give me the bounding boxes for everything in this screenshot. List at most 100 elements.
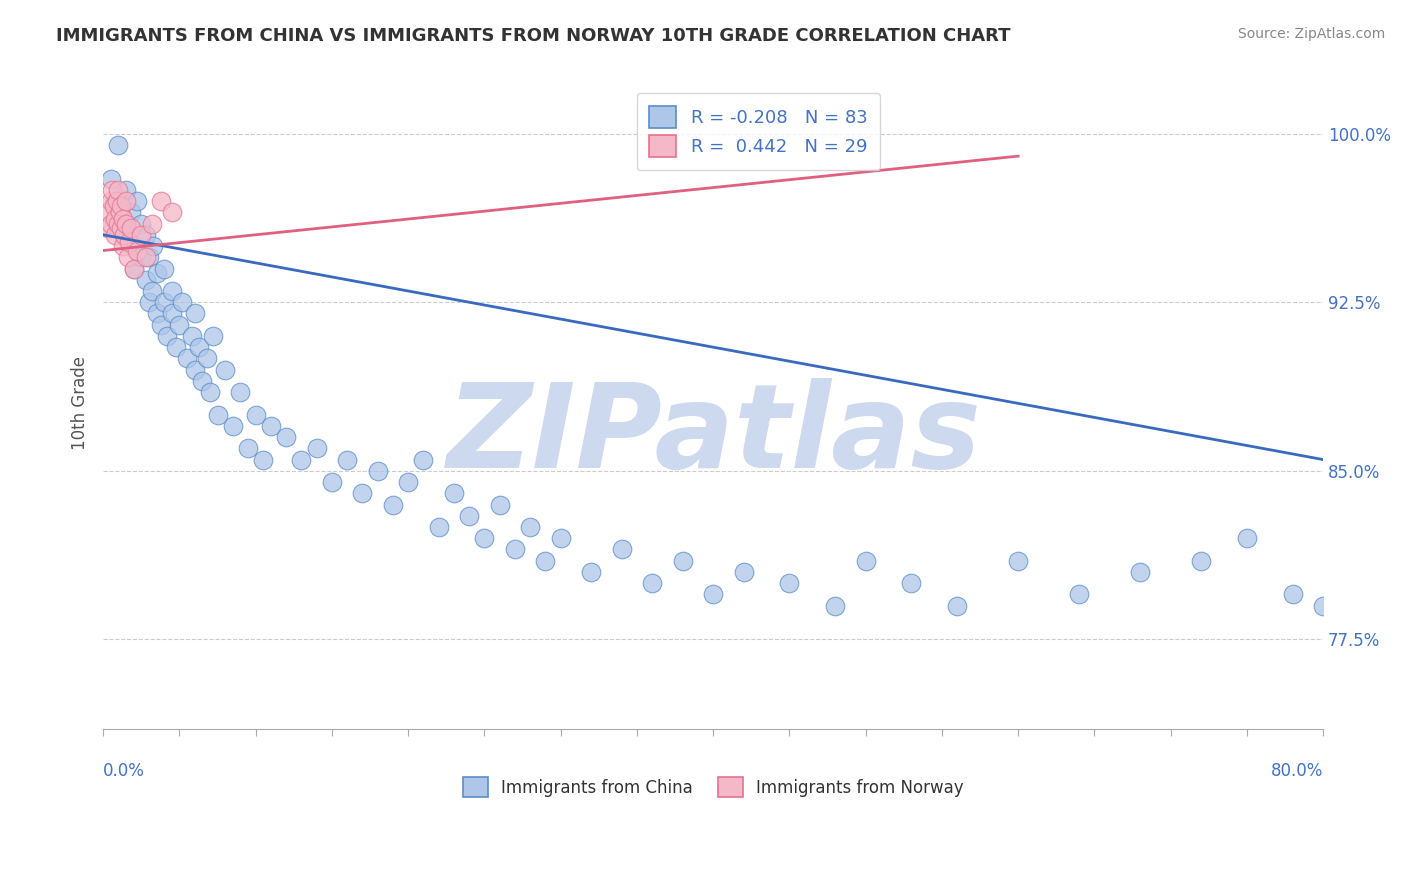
Point: [141, 217, 163, 231]
Point: [503, 542, 526, 557]
Point: [135, 227, 157, 242]
Point: [104, 227, 127, 242]
Point: [183, 362, 205, 376]
Point: [245, 408, 267, 422]
Point: [160, 205, 183, 219]
Point: [412, 452, 434, 467]
Point: [855, 554, 877, 568]
Point: [100, 217, 122, 231]
Point: [1129, 565, 1152, 579]
Point: [129, 250, 152, 264]
Point: [900, 576, 922, 591]
Point: [305, 442, 328, 456]
Point: [1236, 531, 1258, 545]
Point: [129, 227, 152, 242]
Point: [104, 212, 127, 227]
Point: [156, 329, 179, 343]
Point: [122, 239, 145, 253]
Point: [946, 599, 969, 613]
Point: [427, 520, 450, 534]
Point: [125, 244, 148, 258]
Point: [145, 266, 167, 280]
Point: [550, 531, 572, 545]
Point: [101, 183, 124, 197]
Text: Source: ZipAtlas.com: Source: ZipAtlas.com: [1237, 27, 1385, 41]
Point: [100, 171, 122, 186]
Point: [1189, 554, 1212, 568]
Point: [125, 194, 148, 208]
Point: [198, 385, 221, 400]
Point: [201, 329, 224, 343]
Point: [1281, 587, 1303, 601]
Point: [135, 273, 157, 287]
Point: [702, 587, 724, 601]
Point: [672, 554, 695, 568]
Point: [352, 486, 374, 500]
Point: [207, 408, 229, 422]
Text: 0.0%: 0.0%: [103, 762, 145, 780]
Point: [111, 239, 134, 253]
Point: [169, 318, 191, 332]
Point: [534, 554, 557, 568]
Point: [138, 295, 160, 310]
Point: [129, 217, 152, 231]
Point: [117, 250, 139, 264]
Point: [824, 599, 846, 613]
Y-axis label: 10th Grade: 10th Grade: [72, 357, 89, 450]
Point: [118, 235, 141, 249]
Point: [107, 217, 129, 231]
Point: [150, 318, 173, 332]
Point: [188, 340, 211, 354]
Point: [733, 565, 755, 579]
Point: [141, 284, 163, 298]
Point: [115, 183, 138, 197]
Point: [153, 261, 176, 276]
Point: [367, 464, 389, 478]
Point: [142, 239, 165, 253]
Point: [214, 362, 236, 376]
Point: [236, 442, 259, 456]
Point: [183, 306, 205, 320]
Point: [110, 221, 132, 235]
Point: [276, 430, 298, 444]
Point: [135, 250, 157, 264]
Point: [260, 418, 283, 433]
Point: [172, 295, 194, 310]
Point: [195, 351, 218, 366]
Legend: Immigrants from China, Immigrants from Norway: Immigrants from China, Immigrants from N…: [456, 770, 970, 804]
Point: [110, 217, 132, 231]
Point: [222, 418, 245, 433]
Point: [579, 565, 602, 579]
Point: [110, 198, 132, 212]
Text: IMMIGRANTS FROM CHINA VS IMMIGRANTS FROM NORWAY 10TH GRADE CORRELATION CHART: IMMIGRANTS FROM CHINA VS IMMIGRANTS FROM…: [56, 27, 1011, 45]
Point: [610, 542, 633, 557]
Point: [1069, 587, 1091, 601]
Point: [396, 475, 419, 489]
Point: [641, 576, 664, 591]
Point: [191, 374, 214, 388]
Point: [176, 351, 198, 366]
Point: [111, 212, 134, 227]
Point: [103, 198, 125, 212]
Point: [229, 385, 252, 400]
Point: [1007, 554, 1029, 568]
Point: [104, 194, 127, 208]
Point: [778, 576, 800, 591]
Point: [474, 531, 496, 545]
Point: [138, 250, 160, 264]
Point: [96, 205, 118, 219]
Point: [114, 227, 136, 242]
Point: [115, 217, 138, 231]
Point: [252, 452, 274, 467]
Point: [1312, 599, 1334, 613]
Point: [336, 452, 359, 467]
Point: [122, 261, 145, 276]
Point: [153, 295, 176, 310]
Point: [100, 194, 122, 208]
Point: [321, 475, 343, 489]
Point: [108, 205, 131, 219]
Point: [519, 520, 541, 534]
Point: [160, 284, 183, 298]
Point: [458, 508, 481, 523]
Point: [488, 498, 510, 512]
